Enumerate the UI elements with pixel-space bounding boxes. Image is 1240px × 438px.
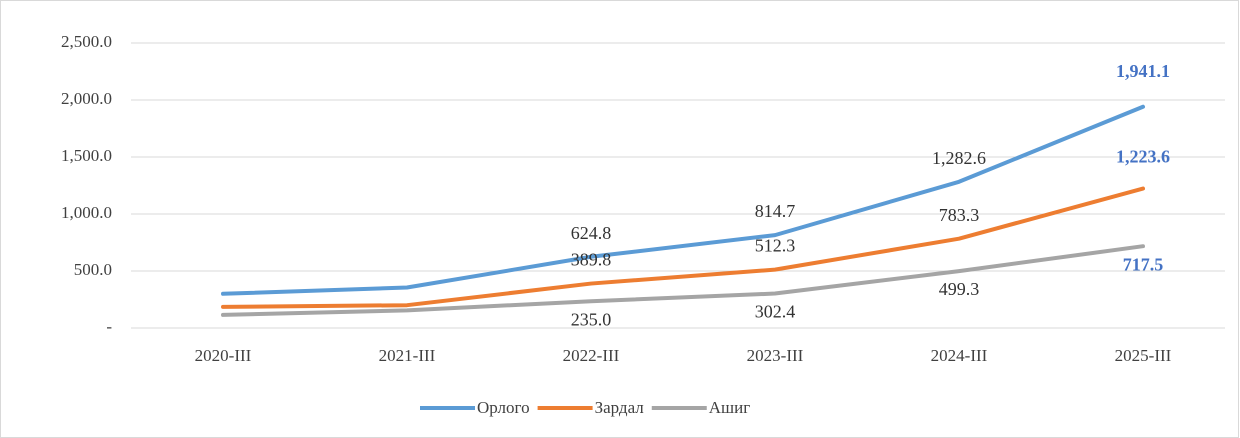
line-series xyxy=(221,104,1145,296)
data-label: 814.7 xyxy=(755,201,796,221)
line-series xyxy=(221,244,1145,317)
data-label: 717.5 xyxy=(1123,254,1164,274)
line-series xyxy=(221,186,1145,309)
x-tick-label: 2022-III xyxy=(563,346,620,365)
data-label: 783.3 xyxy=(939,205,980,225)
x-tick-label: 2024-III xyxy=(931,346,988,365)
x-tick-label: 2025-III xyxy=(1115,346,1172,365)
x-tick-label: 2021-III xyxy=(379,346,436,365)
data-label: 1,223.6 xyxy=(1116,147,1170,167)
y-tick-label: 1,500.0 xyxy=(61,146,112,165)
legend-label: Орлого xyxy=(477,398,530,417)
y-tick-label: 500.0 xyxy=(74,260,112,279)
y-tick-label: 1,000.0 xyxy=(61,203,112,222)
y-tick-label: - xyxy=(106,317,112,336)
data-label: 499.3 xyxy=(939,279,980,299)
data-label: 1,282.6 xyxy=(932,148,986,168)
legend-label: Зардал xyxy=(595,398,645,417)
legend-label: Ашиг xyxy=(709,398,750,417)
y-tick-label: 2,500.0 xyxy=(61,32,112,51)
x-tick-label: 2023-III xyxy=(747,346,804,365)
data-label: 302.4 xyxy=(755,302,796,322)
data-label: 512.3 xyxy=(755,236,796,256)
data-label: 389.8 xyxy=(571,250,612,270)
data-label: 1,941.1 xyxy=(1116,61,1170,81)
data-label: 624.8 xyxy=(571,223,612,243)
y-tick-label: 2,000.0 xyxy=(61,89,112,108)
x-tick-label: 2020-III xyxy=(195,346,252,365)
data-label: 235.0 xyxy=(571,309,612,329)
